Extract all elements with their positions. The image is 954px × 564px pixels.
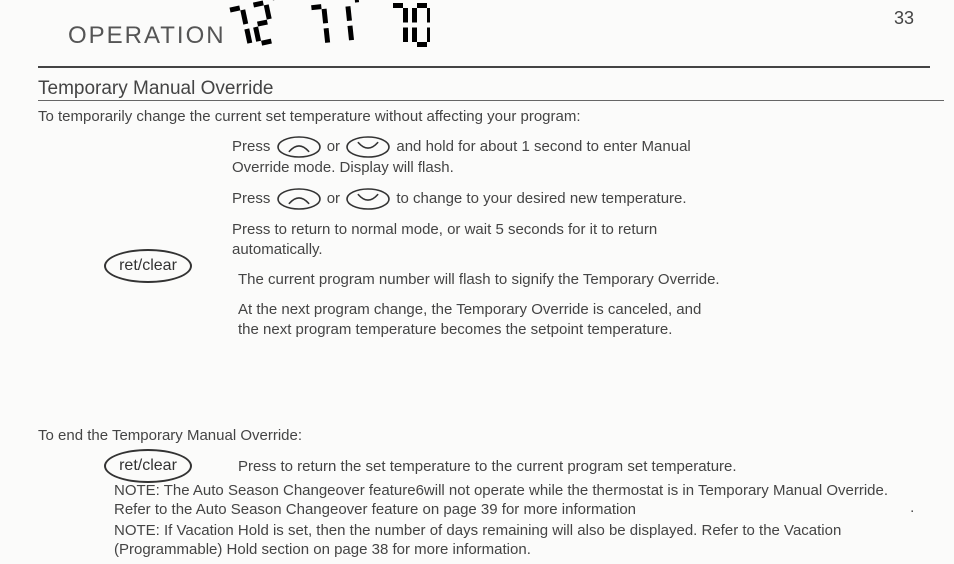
end-intro: To end the Temporary Manual Override: — [38, 427, 302, 444]
intro-line: To temporarily change the current set te… — [38, 108, 581, 125]
steps-block: Press or and hold for about 1 second to … — [214, 136, 724, 350]
note-1-six: 6 — [416, 482, 424, 499]
step-2-pre: Press — [232, 190, 275, 207]
step-2: Press or to change to your desired new t… — [214, 188, 724, 210]
ret-clear-button-1: ret/clear — [104, 249, 192, 283]
note-1: NOTE: The Auto Season Changeover feature… — [114, 481, 924, 519]
rule-sub — [38, 100, 944, 101]
step-5: At the next program change, the Temporar… — [220, 300, 724, 340]
manual-page: 33 OPERATION Temporary Manual Override T… — [0, 0, 954, 564]
up-button-icon — [277, 188, 321, 210]
step-4-body: The current program number will flash to… — [238, 270, 720, 290]
end-step-body: Press to return the set temperature to t… — [238, 457, 737, 477]
section-title: OPERATION — [68, 22, 226, 50]
step-1-pre: Press — [232, 138, 275, 155]
step-3-body: Press to return to normal mode, or wait … — [232, 220, 724, 260]
note-1-dot: . — [910, 499, 914, 516]
step-2-or: or — [327, 190, 345, 207]
step-5-body: At the next program change, the Temporar… — [238, 300, 724, 340]
up-button-icon — [277, 136, 321, 158]
step-1: Press or and hold for about 1 second to … — [214, 136, 724, 178]
subsection-title: Temporary Manual Override — [38, 78, 273, 100]
down-button-icon — [346, 188, 390, 210]
step-1-or: or — [327, 138, 345, 155]
lcd-digits-decor — [220, 0, 430, 53]
step-3: Press to return to normal mode, or wait … — [214, 220, 724, 260]
rule-main — [38, 66, 930, 68]
step-2-body: Press or to change to your desired new t… — [232, 188, 687, 210]
step-4: The current program number will flash to… — [220, 270, 724, 290]
step-2-post: to change to your desired new temperatur… — [396, 190, 686, 207]
ret-clear-button-2: ret/clear — [104, 449, 192, 483]
down-button-icon — [346, 136, 390, 158]
page-header: 33 OPERATION — [0, 0, 954, 70]
note-2: NOTE: If Vacation Hold is set, then the … — [114, 521, 924, 559]
step-1-body: Press or and hold for about 1 second to … — [232, 136, 724, 178]
page-number: 33 — [894, 8, 914, 29]
end-step: Press to return the set temperature to t… — [220, 457, 920, 477]
note-1-a: NOTE: The Auto Season Changeover feature — [114, 482, 416, 499]
